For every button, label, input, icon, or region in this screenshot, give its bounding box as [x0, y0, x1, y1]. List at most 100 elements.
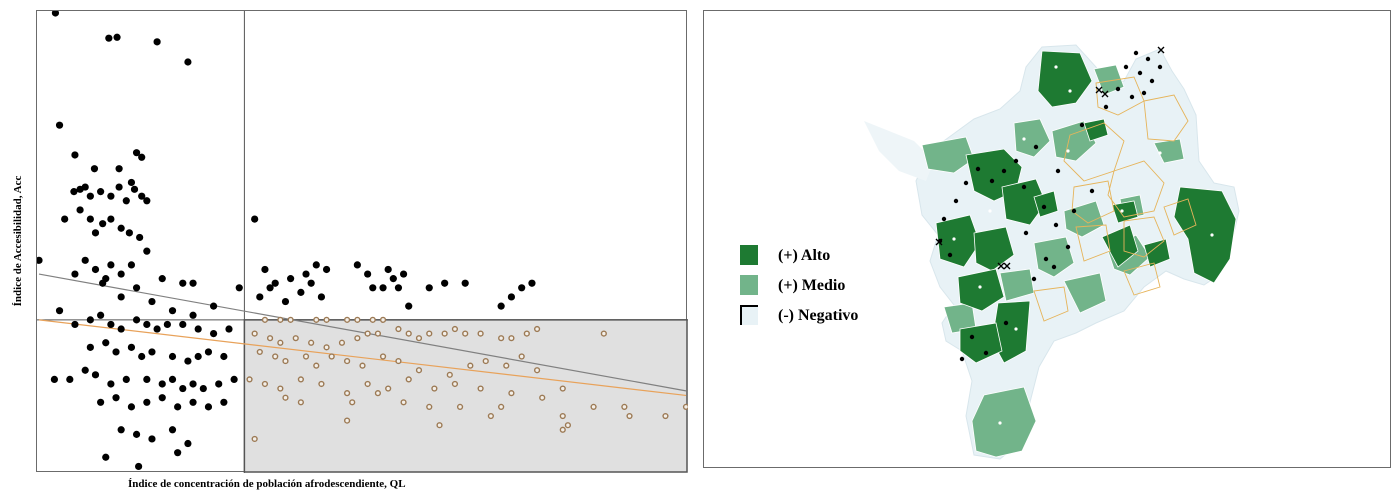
data-point-ring — [559, 426, 566, 433]
data-point-ring — [318, 380, 325, 388]
data-point — [148, 435, 156, 443]
data-point — [379, 284, 387, 292]
data-point-ring — [564, 422, 571, 429]
data-point — [184, 58, 192, 66]
data-point-ring — [559, 385, 566, 392]
data-point — [127, 403, 136, 411]
legend-swatch-alto — [740, 245, 758, 265]
shaded-quadrant — [243, 319, 688, 473]
data-point — [168, 352, 177, 361]
data-point — [51, 11, 60, 17]
medio-zones — [921, 64, 1185, 458]
data-point-ring — [308, 339, 315, 346]
data-point-ring — [400, 399, 407, 406]
data-point — [168, 375, 177, 383]
data-point — [261, 265, 269, 274]
data-point-ring — [621, 403, 628, 410]
data-point — [117, 426, 125, 434]
data-point — [71, 270, 79, 278]
data-point-ring — [354, 316, 361, 323]
data-point — [86, 192, 94, 200]
data-point — [132, 149, 141, 157]
data-point-ring — [313, 316, 320, 323]
data-point — [117, 270, 125, 278]
data-point-ring — [662, 412, 669, 420]
data-point-ring — [385, 385, 392, 392]
data-point-ring — [467, 362, 474, 369]
data-point — [138, 192, 146, 200]
data-point — [138, 352, 146, 361]
data-point — [91, 229, 100, 237]
data-point-ring — [379, 316, 387, 323]
data-point-ring — [523, 330, 530, 337]
data-point — [138, 153, 146, 161]
data-point — [107, 261, 115, 269]
data-point — [230, 375, 238, 383]
data-point-ring — [313, 362, 320, 369]
data-point-ring — [374, 330, 382, 337]
data-point-ring — [415, 367, 423, 374]
data-point-ring — [462, 330, 469, 337]
scatter-plot-panel — [36, 10, 688, 473]
data-point — [189, 398, 197, 406]
data-point-ring — [328, 353, 335, 360]
data-point — [518, 284, 526, 292]
data-point — [112, 348, 120, 356]
data-point — [497, 302, 505, 310]
data-point — [86, 316, 94, 324]
data-point-ring — [477, 385, 484, 392]
data-point — [148, 348, 156, 356]
legend-item-negativo: (-) Negativo — [734, 305, 934, 331]
x-axis-label: Índice de concentración de población afr… — [128, 478, 406, 490]
data-point-ring — [533, 367, 541, 374]
data-point — [81, 256, 89, 264]
data-point — [86, 215, 94, 223]
data-point — [507, 293, 516, 301]
data-point-ring — [379, 353, 387, 360]
data-point — [266, 284, 274, 292]
data-point — [99, 220, 107, 228]
data-point-ring — [343, 417, 351, 424]
data-point — [220, 352, 228, 361]
data-point — [461, 279, 469, 287]
data-point — [107, 320, 115, 329]
data-point-ring — [354, 335, 361, 342]
data-point — [102, 339, 110, 347]
data-point-ring — [323, 316, 330, 323]
data-point — [122, 197, 130, 205]
data-point-ring — [508, 390, 515, 397]
data-point — [399, 270, 408, 278]
data-point — [71, 151, 79, 159]
legend-item-medio: (+) Medio — [734, 275, 934, 301]
data-point — [312, 261, 320, 269]
data-point — [199, 384, 207, 393]
data-point — [132, 430, 141, 438]
data-point — [70, 188, 78, 196]
data-point-ring — [626, 412, 633, 420]
data-point-ring — [590, 403, 597, 410]
data-point — [394, 284, 403, 292]
data-point — [194, 352, 202, 361]
data-point-ring — [508, 335, 515, 342]
data-point-ring — [436, 422, 443, 429]
data-point-ring — [600, 330, 607, 337]
data-point — [66, 375, 74, 383]
data-point — [441, 279, 449, 287]
data-point — [132, 284, 141, 292]
regression-line-orange — [38, 319, 687, 397]
data-point — [405, 302, 413, 310]
data-point — [168, 307, 177, 315]
data-point — [117, 325, 125, 333]
data-point — [235, 284, 243, 292]
data-point — [55, 121, 64, 129]
data-point-ring — [256, 348, 263, 356]
data-point-ring — [251, 435, 258, 443]
data-point-ring — [338, 339, 346, 346]
data-point-ring — [287, 316, 294, 323]
data-point — [425, 284, 433, 292]
tract-outlines — [1033, 76, 1197, 322]
data-point — [113, 33, 121, 41]
data-point-ring — [431, 385, 438, 392]
data-point — [112, 394, 120, 402]
scatter-plot — [37, 11, 688, 473]
